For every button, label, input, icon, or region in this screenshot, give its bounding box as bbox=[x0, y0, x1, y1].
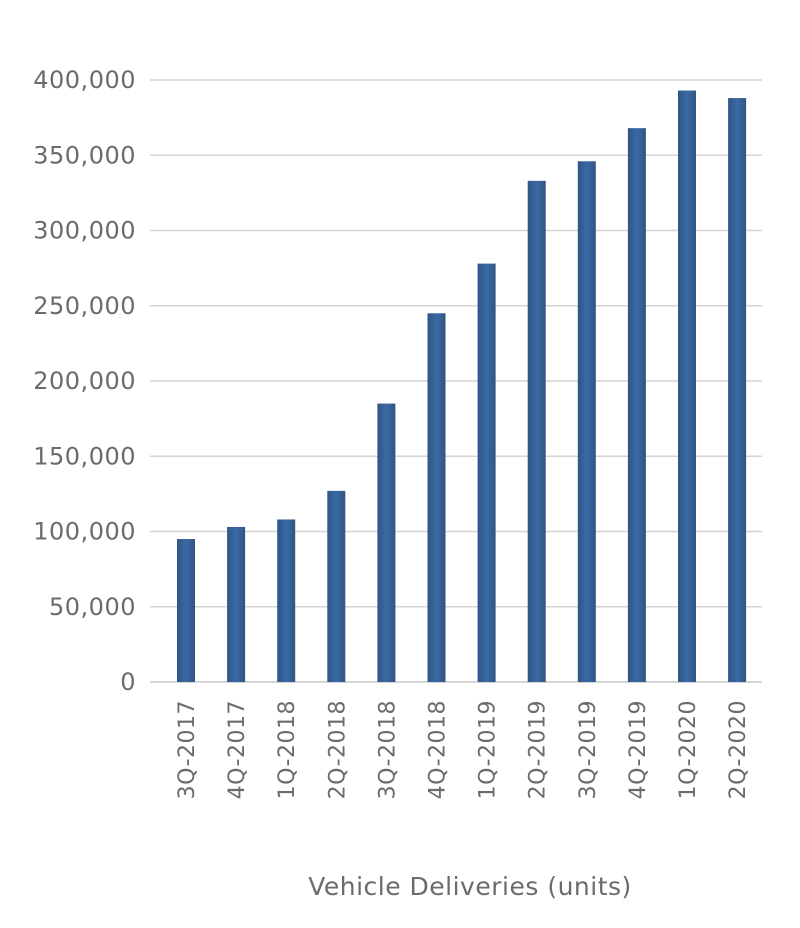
bar-1Q-2020 bbox=[678, 90, 696, 682]
bars bbox=[177, 90, 747, 682]
x-tick-label: 2Q-2020 bbox=[726, 700, 751, 799]
bar-2Q-2018 bbox=[327, 490, 346, 682]
bar-2Q-2020 bbox=[728, 98, 747, 682]
y-tick-label: 250,000 bbox=[33, 292, 136, 320]
x-tick-label: 1Q-2018 bbox=[275, 700, 300, 799]
y-tick-label: 150,000 bbox=[33, 442, 136, 470]
bar-3Q-2018 bbox=[377, 403, 396, 682]
x-tick-label: 1Q-2020 bbox=[676, 700, 701, 799]
x-axis-category-labels: 3Q-2017 4Q-2017 1Q-2018 2Q-2018 3Q-2018 4Q-20… bbox=[175, 700, 751, 799]
x-tick-label: 2Q-2018 bbox=[325, 700, 350, 799]
bar-1Q-2019 bbox=[477, 263, 496, 682]
bar-3Q-2017 bbox=[177, 539, 195, 682]
x-tick-label: 3Q-2018 bbox=[375, 700, 400, 799]
bar-chart: 0 50,000 100,000 150,000 200,000 250,000 300,0… bbox=[33, 66, 762, 799]
y-tick-label: 100,000 bbox=[33, 518, 136, 546]
x-tick-label: 3Q-2019 bbox=[576, 700, 601, 799]
y-tick-label: 0 bbox=[120, 668, 136, 696]
bar-3Q-2019 bbox=[577, 161, 596, 682]
bar-4Q-2019 bbox=[627, 128, 646, 682]
x-tick-label: 4Q-2017 bbox=[225, 700, 250, 799]
x-tick-label: 4Q-2019 bbox=[626, 700, 651, 799]
x-tick-label: 1Q-2019 bbox=[476, 700, 501, 799]
x-tick-label: 3Q-2017 bbox=[175, 700, 200, 799]
gridlines bbox=[150, 79, 762, 683]
y-tick-label: 50,000 bbox=[49, 593, 136, 621]
x-tick-label: 4Q-2018 bbox=[426, 700, 451, 799]
y-tick-label: 400,000 bbox=[33, 66, 136, 94]
y-tick-label: 350,000 bbox=[33, 141, 136, 169]
x-tick-label: 2Q-2019 bbox=[526, 700, 551, 799]
y-tick-label: 300,000 bbox=[33, 217, 136, 245]
y-tick-label: 200,000 bbox=[33, 367, 136, 395]
bar-4Q-2017 bbox=[227, 526, 246, 682]
bar-2Q-2019 bbox=[527, 180, 546, 682]
bar-1Q-2018 bbox=[277, 519, 296, 682]
y-axis-tick-labels: 0 50,000 100,000 150,000 200,000 250,000 300,0… bbox=[33, 66, 136, 696]
x-axis-title: Vehicle Deliveries (units) bbox=[308, 872, 632, 901]
bar-4Q-2018 bbox=[427, 313, 446, 682]
